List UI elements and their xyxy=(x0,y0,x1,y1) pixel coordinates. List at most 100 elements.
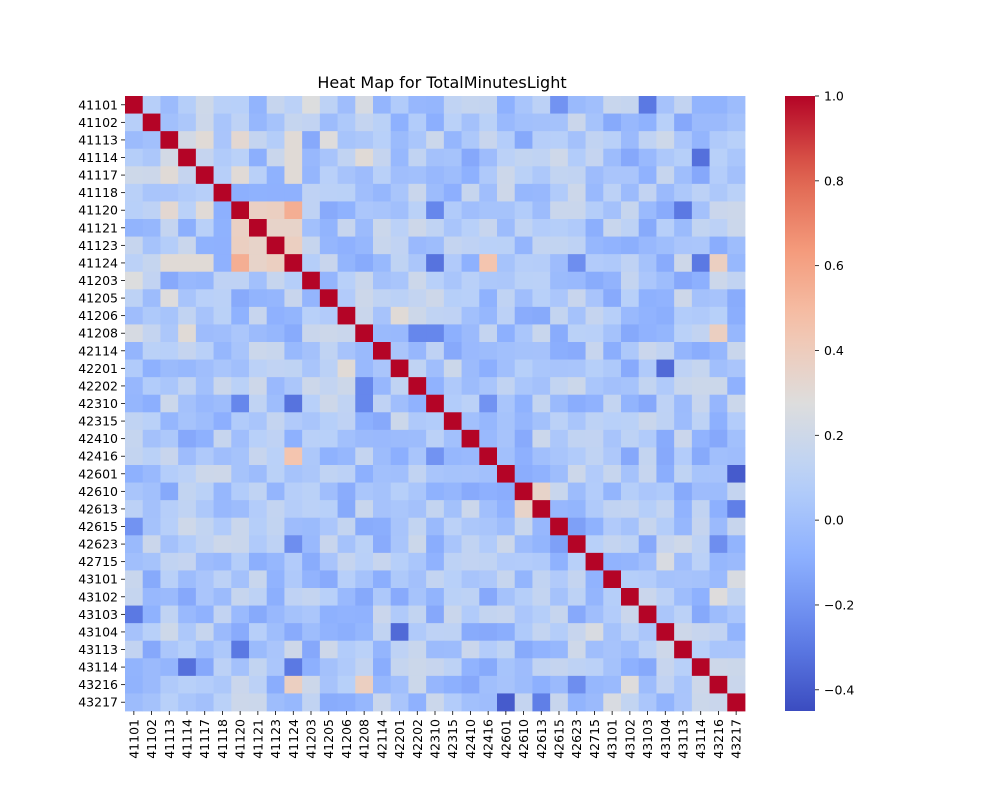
heatmap-cell xyxy=(691,183,710,202)
heatmap-cell xyxy=(567,219,586,237)
heatmap-cell xyxy=(479,271,498,290)
heatmap-cell xyxy=(709,693,728,712)
heatmap-cell xyxy=(231,570,250,589)
heatmap-cell xyxy=(497,482,516,501)
heatmap-cell xyxy=(585,482,604,501)
heatmap-cell xyxy=(195,236,214,255)
heatmap-cell xyxy=(426,377,445,396)
heatmap-cell xyxy=(426,429,445,448)
heatmap-cell xyxy=(266,324,285,343)
heatmap-cell xyxy=(408,219,427,237)
heatmap-cell xyxy=(408,201,427,220)
heatmap-cell xyxy=(373,359,392,378)
heatmap-cell xyxy=(408,148,427,167)
heatmap-cell xyxy=(213,447,232,466)
heatmap-cell xyxy=(142,412,161,431)
heatmap-cell xyxy=(319,254,338,273)
heatmap-cell xyxy=(638,623,657,642)
heatmap-cell xyxy=(532,658,551,677)
heatmap-cell xyxy=(603,675,622,694)
heatmap-cell xyxy=(178,535,197,554)
heatmap-cell xyxy=(373,254,392,273)
heatmap-cell xyxy=(621,324,640,343)
heatmap-cell xyxy=(532,324,551,343)
heatmap-cell xyxy=(426,658,445,677)
heatmap-cell xyxy=(302,131,321,150)
heatmap-cell xyxy=(567,500,586,519)
heatmap-cell xyxy=(142,271,161,290)
heatmap-cell xyxy=(266,693,285,712)
heatmap-cell xyxy=(160,605,179,624)
heatmap-cell xyxy=(674,131,693,150)
heatmap-cell xyxy=(638,588,657,606)
heatmap-cell xyxy=(621,447,640,466)
heatmap-cell xyxy=(674,377,693,396)
y-tick-label: 43104 xyxy=(78,624,118,639)
heatmap-cell xyxy=(373,148,392,167)
heatmap-cell xyxy=(125,148,144,167)
heatmap-cell xyxy=(213,254,232,273)
y-tick-label: 41124 xyxy=(78,255,118,270)
heatmap-cell xyxy=(355,675,374,694)
heatmap-cell xyxy=(231,183,250,202)
heatmap-cell xyxy=(284,219,303,237)
heatmap-cell xyxy=(461,482,480,501)
heatmap-cell xyxy=(319,588,338,606)
heatmap-cell xyxy=(231,605,250,624)
heatmap-cell xyxy=(319,500,338,519)
heatmap-cell xyxy=(142,96,161,114)
heatmap-cell xyxy=(603,183,622,202)
heatmap-cell xyxy=(656,148,675,167)
heatmap-cell xyxy=(638,429,657,448)
y-tick-label: 41113 xyxy=(78,132,118,147)
heatmap-cell xyxy=(266,500,285,519)
heatmap-cell xyxy=(373,693,392,712)
heatmap-cell xyxy=(337,96,356,114)
heatmap-cell xyxy=(231,394,250,413)
heatmap-cell xyxy=(674,412,693,431)
heatmap-cell xyxy=(284,236,303,255)
heatmap-cell xyxy=(691,517,710,536)
heatmap-cell xyxy=(674,219,693,237)
heatmap-cell xyxy=(497,289,516,308)
heatmap-cell xyxy=(231,289,250,308)
heatmap-cell xyxy=(514,306,533,325)
heatmap-cell xyxy=(160,377,179,396)
heatmap-cell xyxy=(390,675,409,694)
x-tick-label: 41120 xyxy=(233,719,248,759)
heatmap-cell xyxy=(231,535,250,554)
heatmap-cell xyxy=(550,447,569,466)
heatmap-cell xyxy=(497,623,516,642)
heatmap-cell xyxy=(567,271,586,290)
heatmap-cell xyxy=(603,306,622,325)
heatmap-cell xyxy=(514,552,533,571)
heatmap-cell xyxy=(532,201,551,220)
x-tick-label: 43101 xyxy=(605,719,620,759)
heatmap-cell xyxy=(656,482,675,501)
heatmap-cell xyxy=(390,623,409,642)
heatmap-cell xyxy=(550,113,569,132)
heatmap-cell xyxy=(638,289,657,308)
heatmap-cell xyxy=(142,377,161,396)
heatmap-cell xyxy=(337,377,356,396)
heatmap-cell xyxy=(621,658,640,677)
heatmap-cell xyxy=(408,605,427,624)
heatmap-cell xyxy=(142,183,161,202)
heatmap-cell xyxy=(603,377,622,396)
heatmap-cell xyxy=(231,359,250,378)
x-tick-label: 42615 xyxy=(552,719,567,759)
heatmap-cell xyxy=(337,271,356,290)
heatmap-cell xyxy=(213,535,232,554)
heatmap-cell xyxy=(691,271,710,290)
heatmap-cell xyxy=(479,131,498,150)
heatmap-cell xyxy=(567,183,586,202)
heatmap-cell xyxy=(691,201,710,220)
heatmap-cell xyxy=(178,254,197,273)
heatmap-cell xyxy=(727,394,746,413)
heatmap-cell xyxy=(585,96,604,114)
heatmap-cell xyxy=(390,201,409,220)
heatmap-cell xyxy=(479,447,498,466)
heatmap-cell xyxy=(302,394,321,413)
heatmap-cell xyxy=(160,623,179,642)
heatmap-cell xyxy=(603,219,622,237)
